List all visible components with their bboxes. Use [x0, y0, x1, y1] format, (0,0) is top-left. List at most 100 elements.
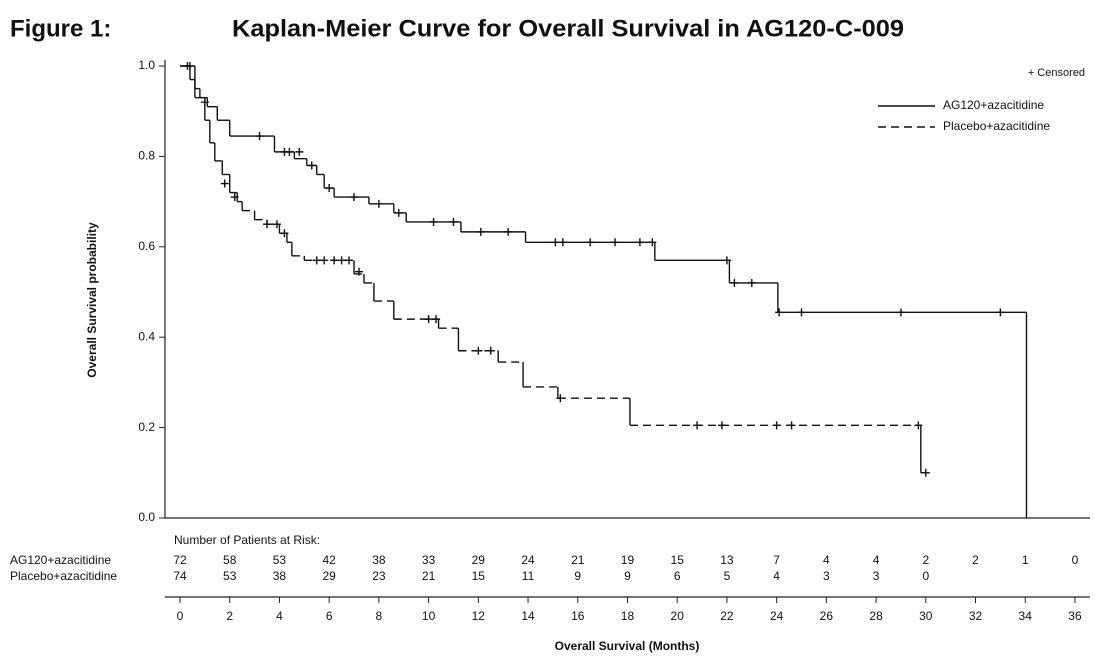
censored-note: + Censored	[1028, 67, 1085, 79]
censor-mark	[648, 238, 657, 247]
censor-mark	[345, 256, 354, 265]
x-tick-label: 36	[1068, 609, 1082, 623]
x-tick-label: 8	[376, 609, 383, 623]
censor-mark	[556, 394, 565, 403]
figure-label: Figure 1:	[10, 15, 111, 42]
risk-count: 29	[472, 553, 486, 567]
risk-count: 21	[571, 553, 585, 567]
legend-label: AG120+azacitidine	[943, 98, 1044, 112]
x-tick-label: 6	[326, 609, 333, 623]
x-tick-label: 10	[422, 609, 436, 623]
censor-mark	[312, 256, 321, 265]
censor-mark	[717, 421, 726, 430]
risk-count: 0	[1072, 553, 1079, 567]
censor-mark	[432, 315, 441, 324]
risk-count: 72	[173, 553, 187, 567]
censor-mark	[722, 256, 731, 265]
x-tick-label: 2	[226, 609, 233, 623]
risk-count: 19	[621, 553, 635, 567]
risk-count: 2	[922, 553, 929, 567]
risk-count: 4	[773, 569, 780, 583]
risk-table-title: Number of Patients at Risk:	[174, 533, 320, 547]
censor-mark	[280, 229, 289, 238]
censor-mark	[747, 278, 756, 287]
x-tick-label: 34	[1019, 609, 1033, 623]
censor-mark	[429, 217, 438, 226]
risk-count: 38	[273, 569, 287, 583]
censor-mark	[394, 208, 403, 217]
x-tick-label: 12	[472, 609, 486, 623]
censor-mark	[255, 132, 264, 141]
censor-mark	[611, 238, 620, 247]
risk-count: 53	[273, 553, 287, 567]
risk-count: 4	[823, 553, 830, 567]
y-tick-label: 0.6	[138, 239, 155, 253]
risk-count: 58	[223, 553, 237, 567]
legend-label: Placebo+azacitidine	[943, 119, 1050, 133]
x-tick-label: 4	[276, 609, 283, 623]
censor-mark	[914, 421, 923, 430]
risk-count: 9	[574, 569, 581, 583]
x-tick-label: 24	[770, 609, 784, 623]
risk-count: 11	[522, 569, 535, 583]
censor-mark	[730, 278, 739, 287]
x-tick-label: 18	[621, 609, 635, 623]
risk-count: 23	[372, 569, 386, 583]
risk-count: 74	[173, 569, 187, 583]
y-tick-label: 0.0	[138, 510, 155, 524]
censor-mark	[295, 147, 304, 156]
risk-count: 15	[671, 553, 685, 567]
censor-mark	[896, 308, 905, 317]
risk-count: 53	[223, 569, 237, 583]
chart-title: Kaplan-Meier Curve for Overall Survival …	[232, 15, 904, 42]
censor-mark	[220, 179, 229, 188]
x-axis-label: Overall Survival (Months)	[555, 639, 700, 653]
censor-mark	[272, 220, 281, 229]
x-tick-label: 22	[720, 609, 734, 623]
x-tick-label: 0	[177, 609, 184, 623]
censor-mark	[996, 308, 1005, 317]
x-tick-label: 26	[820, 609, 834, 623]
risk-count: 33	[422, 553, 436, 567]
y-tick-label: 0.4	[138, 329, 155, 343]
censor-mark	[486, 346, 495, 355]
censor-mark	[772, 421, 781, 430]
risk-count: 3	[823, 569, 830, 583]
censor-mark	[787, 421, 796, 430]
risk-count: 38	[372, 553, 386, 567]
x-tick-label: 14	[521, 609, 535, 623]
risk-count: 42	[322, 553, 336, 567]
censor-mark	[424, 315, 433, 324]
x-tick-label: 20	[671, 609, 685, 623]
censor-mark	[504, 227, 513, 236]
risk-count: 2	[972, 553, 979, 567]
censor-mark	[586, 238, 595, 247]
risk-count: 24	[521, 553, 535, 567]
censor-mark	[797, 308, 806, 317]
censor-mark	[350, 193, 359, 202]
censor-mark	[474, 346, 483, 355]
censor-mark	[921, 468, 930, 477]
censor-mark	[230, 193, 239, 202]
risk-count: 9	[624, 569, 631, 583]
risk-count: 13	[720, 553, 734, 567]
risk-count: 1	[1022, 553, 1029, 567]
risk-count: 15	[472, 569, 486, 583]
censor-mark	[354, 267, 363, 276]
censor-mark	[558, 238, 567, 247]
censor-mark	[330, 256, 339, 265]
censor-mark	[374, 199, 383, 208]
risk-count: 7	[773, 553, 780, 567]
censor-mark	[307, 161, 316, 170]
risk-row-name: Placebo+azacitidine	[10, 569, 117, 583]
risk-count: 6	[674, 569, 681, 583]
censor-mark	[449, 217, 458, 226]
censor-mark	[551, 238, 560, 247]
censor-mark	[693, 421, 702, 430]
censor-mark	[185, 62, 194, 70]
risk-count: 21	[422, 569, 436, 583]
censor-mark	[476, 227, 485, 236]
x-tick-label: 16	[571, 609, 585, 623]
risk-count: 4	[873, 553, 880, 567]
